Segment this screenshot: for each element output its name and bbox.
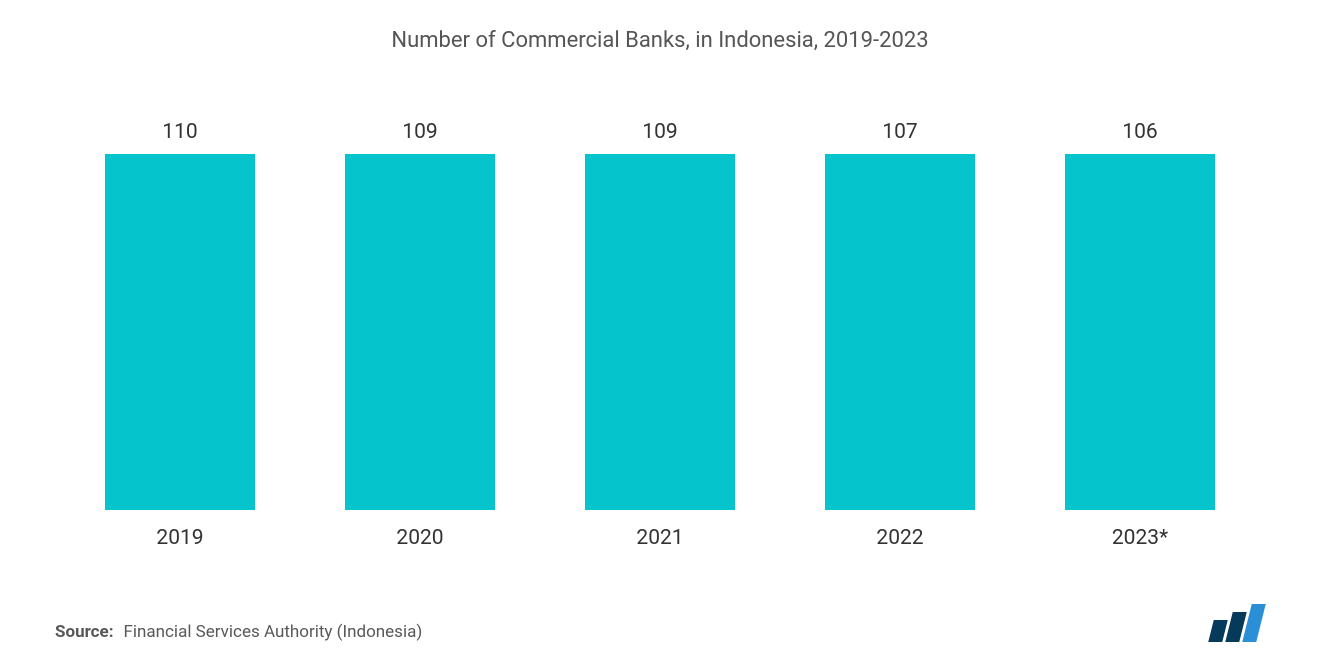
bar	[345, 154, 495, 510]
bar-group: 106	[1030, 120, 1250, 510]
bar-group: 107	[790, 120, 1010, 510]
bar	[825, 154, 975, 510]
bar	[585, 154, 735, 510]
plot-area: 110 109 109 107 106	[70, 120, 1250, 510]
source-line: Source: Financial Services Authority (In…	[55, 622, 422, 642]
x-axis: 2019 2020 2021 2022 2023*	[70, 526, 1250, 550]
x-axis-label: 2019	[70, 526, 290, 550]
x-axis-label: 2022	[790, 526, 1010, 550]
bar-group: 109	[310, 120, 530, 510]
bar-value-label: 107	[882, 120, 917, 144]
bar-value-label: 109	[402, 120, 437, 144]
bar-group: 109	[550, 120, 770, 510]
source-text: Financial Services Authority (Indonesia)	[123, 622, 422, 642]
x-axis-label: 2020	[310, 526, 530, 550]
bar-value-label: 106	[1122, 120, 1157, 144]
bar-group: 110	[70, 120, 290, 510]
bar	[1065, 154, 1215, 510]
brand-logo-icon	[1211, 604, 1265, 642]
bar-value-label: 109	[642, 120, 677, 144]
chart-title: Number of Commercial Banks, in Indonesia…	[0, 0, 1320, 53]
chart-footer: Source: Financial Services Authority (In…	[55, 604, 1265, 642]
chart-container: Number of Commercial Banks, in Indonesia…	[0, 0, 1320, 665]
bar-value-label: 110	[162, 120, 197, 144]
bar	[105, 154, 255, 510]
source-prefix: Source:	[55, 622, 113, 642]
x-axis-label: 2021	[550, 526, 770, 550]
x-axis-label: 2023*	[1030, 526, 1250, 550]
